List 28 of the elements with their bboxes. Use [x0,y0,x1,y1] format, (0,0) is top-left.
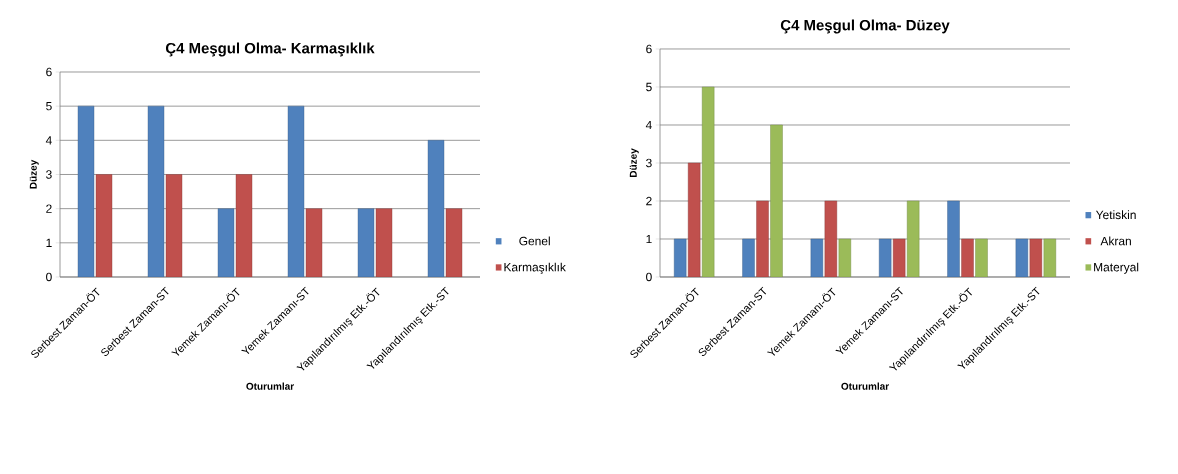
y-tick-label: 4 [645,120,652,130]
y-tick-label: 3 [646,158,652,168]
y-tick-label: 1 [646,234,652,244]
legend-label: Materyal [1094,262,1139,274]
y-tick-label: 5 [646,82,652,92]
bar [770,124,783,277]
chart-title: Ç4 Meşgul Olma- Karmaşıklık [165,42,375,57]
legend-label: Genel [519,236,550,246]
bar [687,162,701,277]
x-axis-title: Oturumlar [841,382,889,390]
y-tick-label: 5 [46,101,52,111]
y-tick-label: 2 [646,196,652,206]
legend-label: Yetiskin [1095,210,1136,220]
legend-label: Akran [1100,236,1131,246]
bar [701,86,715,277]
y-tick-label: 1 [46,238,52,247]
y-axis-title: Düzey [629,148,639,177]
y-tick-label: 6 [646,44,652,54]
x-axis-title: Oturumlar [246,382,294,390]
legend-label: Karmaşıklık [504,262,566,274]
chart-title: Ç4 Meşgul Olma- Düzey [780,19,950,34]
y-tick-label: 0 [46,272,52,282]
y-tick-label: 2 [46,204,52,213]
y-tick-label: 3 [46,170,52,179]
y-axis-title: Düzey [29,159,39,189]
y-tick-label: 0 [646,272,652,282]
y-tick-label: 6 [46,67,52,77]
y-tick-label: 4 [45,136,52,145]
